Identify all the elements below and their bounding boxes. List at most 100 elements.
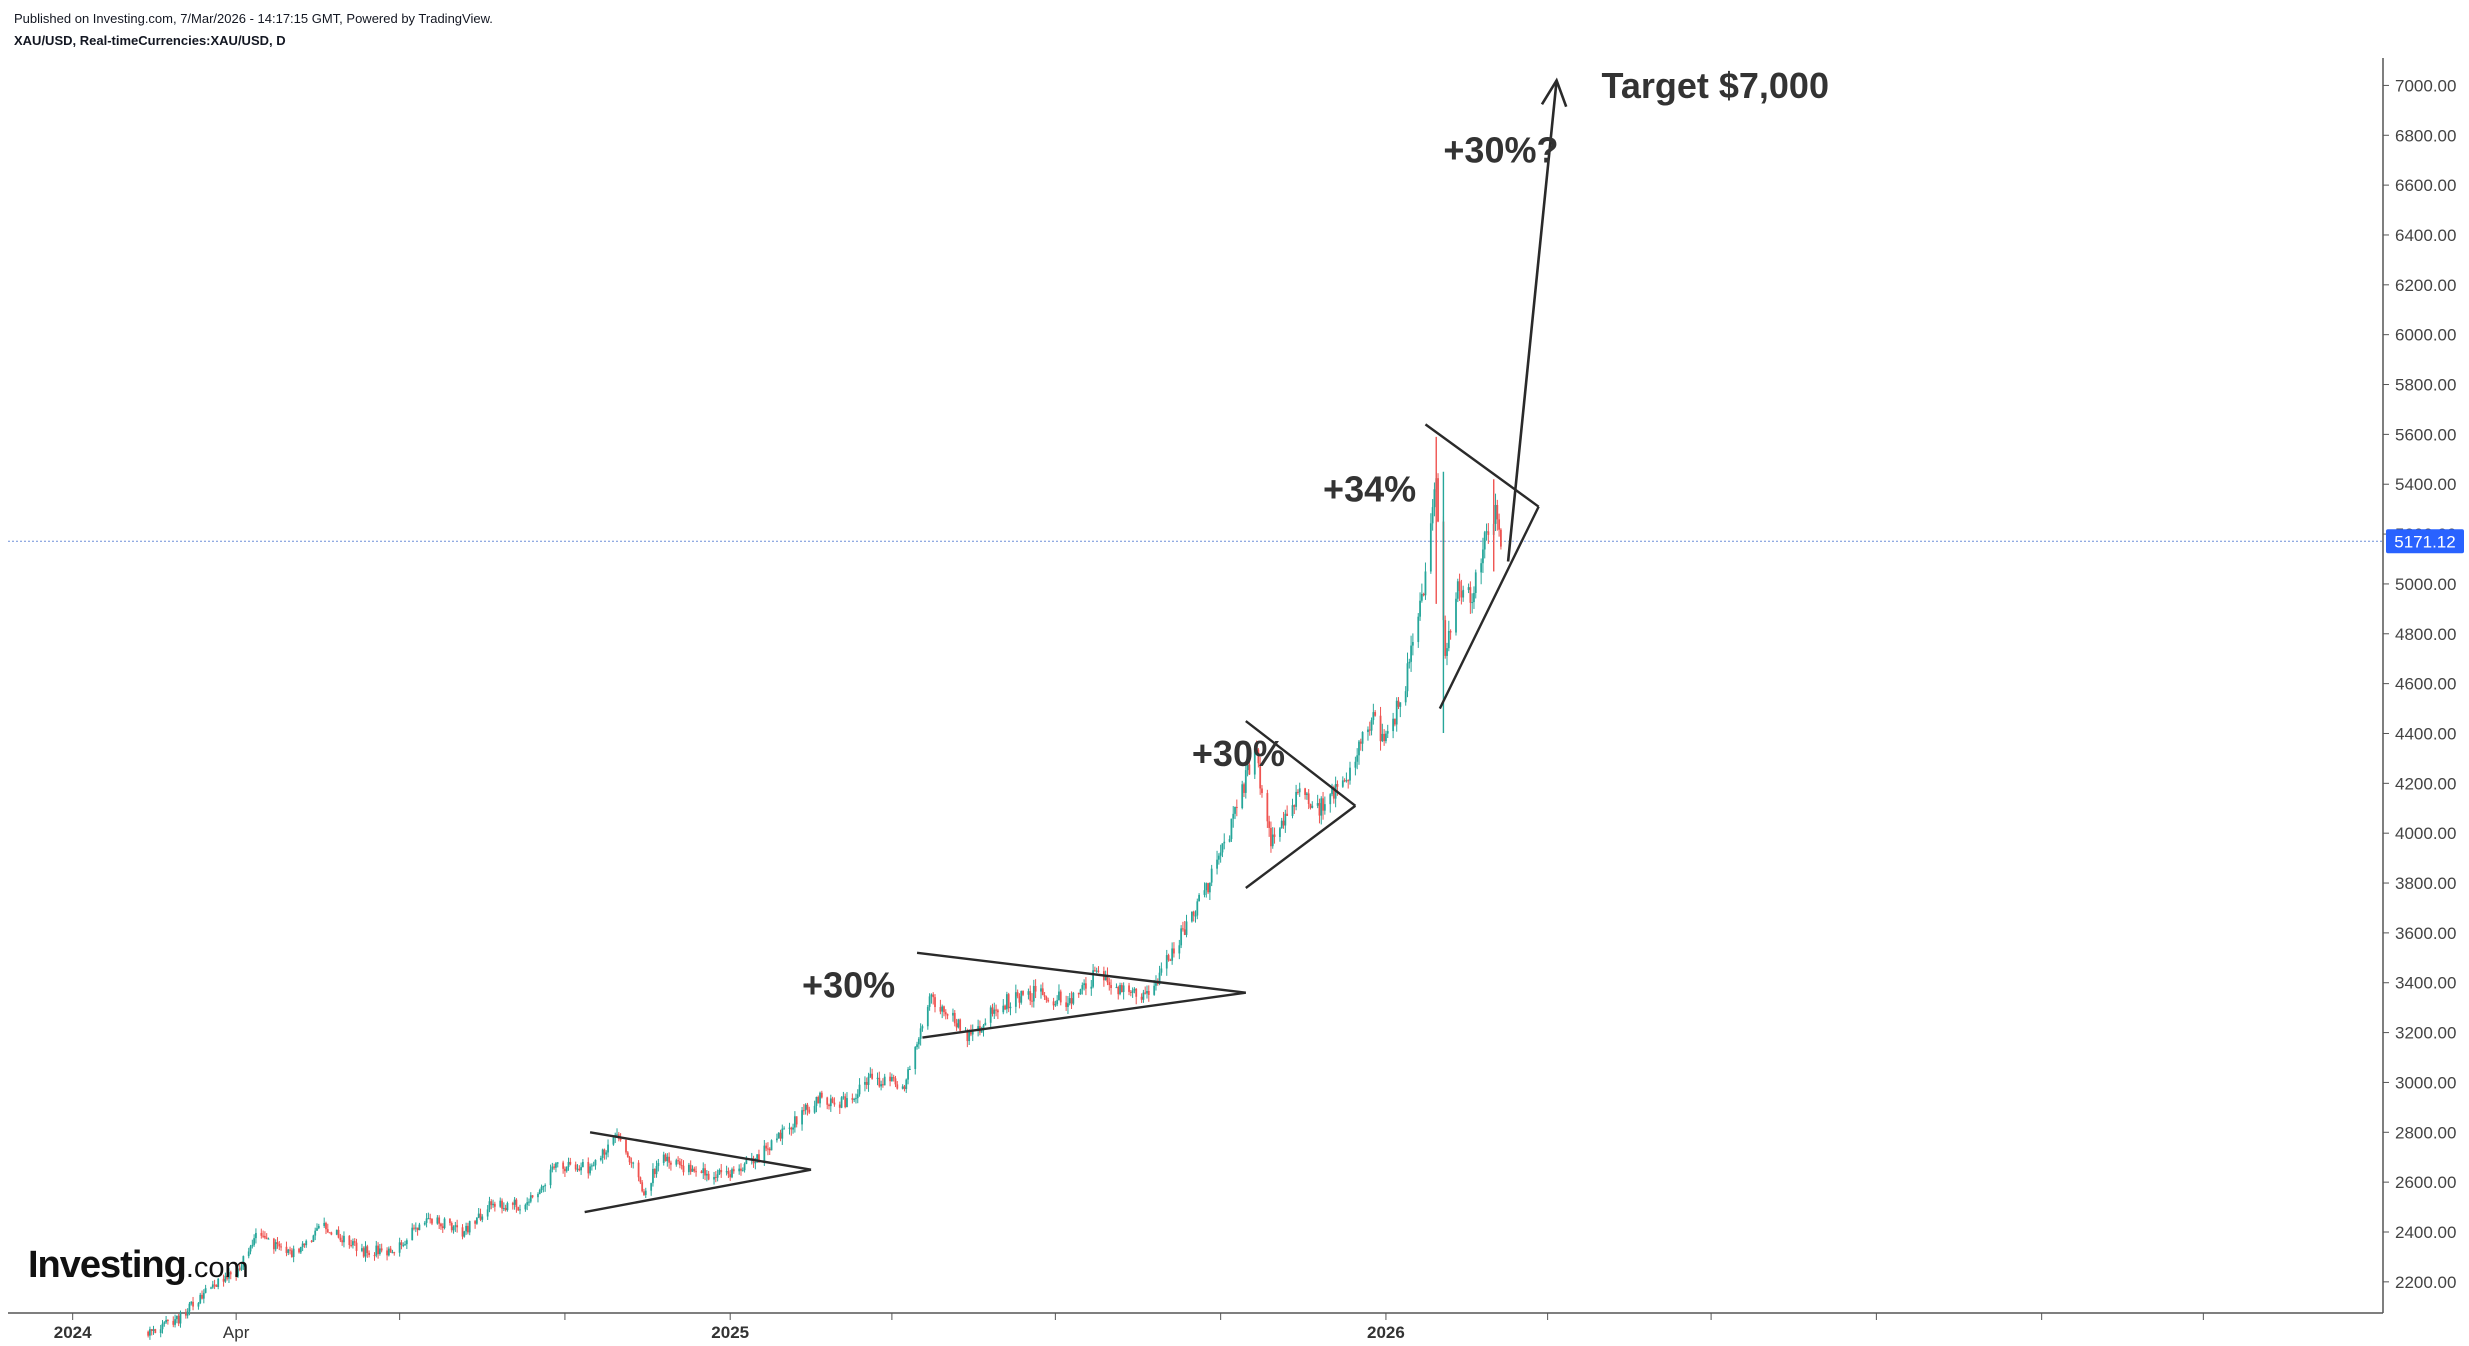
candle-body-497 [1395,700,1398,725]
candle-body-137 [490,1201,493,1206]
candle-body-299 [896,1084,899,1089]
y-tick-label-17: 3600.00 [2395,924,2456,943]
candle-body-261 [802,1110,805,1112]
candle-body-450 [1279,828,1281,837]
y-tick-label-24: 2200.00 [2395,1273,2456,1292]
candle-body-418 [1196,901,1199,916]
annotation-label-2: +34% [1323,469,1416,510]
candle-body-354 [1034,985,1037,992]
candle-body-302 [905,1079,908,1090]
triangle-lower-line-0 [584,1168,812,1214]
candle-body-304 [908,1069,911,1071]
candle-body-271 [828,1104,830,1107]
candle-body-20 [197,1303,200,1307]
candle-body-400 [1153,985,1156,995]
candle-body-335 [989,1007,992,1023]
candle-body-377 [1093,970,1096,972]
candle-body-365 [1065,1002,1068,1007]
candle-body-343 [1007,994,1010,1009]
candle-body-79 [343,1235,345,1243]
candle-body-457 [1295,791,1298,807]
candle-body-366 [1067,1003,1069,1007]
candle-body-511 [1431,507,1434,524]
annotations: +30% +30% +34% +30%? Target $7,000 [802,65,1829,1006]
candle-body-318 [944,1012,947,1015]
candle-body-38 [240,1266,243,1270]
candle-body-360 [1052,1001,1055,1006]
annotation-label-4: Target $7,000 [1602,65,1829,106]
candle-body-206 [664,1154,667,1162]
candle-body-470 [1329,794,1332,805]
candle-body-112 [427,1218,430,1220]
candle-body-422 [1207,883,1209,893]
candle-body-185 [612,1137,615,1145]
candle-body-493 [1385,733,1387,742]
candle-body-46 [262,1235,265,1237]
candle-body-384 [1110,985,1112,989]
candle-body-472 [1332,787,1335,799]
candle-body-414 [1185,921,1188,935]
candle-body-250 [776,1138,778,1141]
candle-body-158 [542,1186,545,1188]
candle-body-132 [477,1213,480,1218]
candle-body-479 [1349,767,1351,781]
candle-body-151 [526,1202,529,1205]
y-tick-label-1: 6800.00 [2395,126,2456,145]
candle-body-133 [479,1213,482,1220]
candle-body-283 [856,1094,859,1099]
y-axis: 7000.00 6800.00 6600.00 6400.00 6200.00 6000.… [2383,76,2456,1292]
candle-body-416 [1192,911,1195,916]
candle-body-502 [1408,661,1411,664]
candle-body-103 [404,1244,406,1246]
candle-body-108 [416,1227,419,1231]
candle-body-362 [1056,1000,1059,1005]
candle-body-259 [795,1116,798,1125]
candle-body-328 [970,1031,972,1035]
candle-body-258 [793,1116,796,1128]
candle-body-371 [1079,989,1082,995]
candle-body-55 [285,1246,288,1253]
candle-body-372 [1081,985,1084,990]
candle-body-136 [488,1201,491,1210]
y-tick-label-10: 5000.00 [2395,575,2456,594]
candle-body-531 [1482,549,1484,564]
candle-body-94 [380,1248,383,1251]
candle-body-534 [1487,531,1490,535]
candle-body-308 [919,1028,922,1039]
candle-body-456 [1293,805,1296,807]
candle-body-388 [1120,985,1123,993]
candle-body-31 [224,1275,227,1282]
candle-body-35 [235,1274,238,1277]
candle-body-266 [815,1096,818,1106]
candle-body-98 [391,1252,394,1254]
candle-body-139 [493,1203,496,1207]
candle-body-176 [589,1166,591,1174]
candle-body-498 [1397,700,1400,707]
candle-body-421 [1205,883,1208,891]
candle-body-244 [758,1154,760,1163]
candle-body-234 [732,1169,735,1172]
candle-body-95 [386,1250,388,1256]
candle-body-503 [1410,645,1412,662]
candle-body-145 [511,1203,514,1205]
last-price-badge-bg [2386,529,2464,554]
candle-body-8 [165,1319,167,1323]
candle-body-443 [1259,763,1262,789]
y-tick-label-20: 3000.00 [2395,1073,2456,1092]
candle-body-330 [977,1026,980,1031]
candle-body-204 [657,1162,660,1167]
candle-body-34 [229,1272,232,1275]
investing-logo: Investing.com [28,1244,249,1287]
candle-body-322 [955,1023,958,1028]
candle-body-494 [1386,731,1389,734]
candle-body-374 [1085,983,1087,989]
candle-body-465 [1316,803,1319,806]
candle-body-76 [337,1229,340,1238]
candle-body-344 [1009,1006,1012,1009]
candle-body-130 [474,1221,476,1224]
chart-header: Published on Investing.com, 7/Mar/2026 -… [14,8,493,52]
y-tick-label-14: 4200.00 [2395,774,2456,793]
candle-body-193 [630,1162,633,1164]
annotation-label-1: +30% [1192,733,1285,774]
